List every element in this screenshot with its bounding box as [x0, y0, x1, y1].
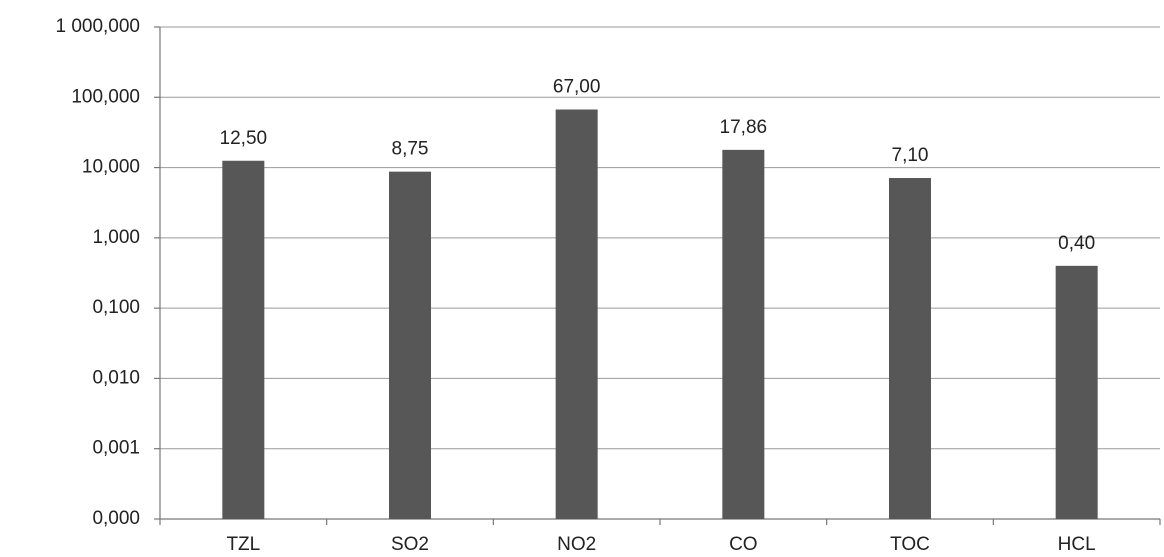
x-tick-label: TZL [226, 534, 260, 555]
y-tick-label: 10,000 [82, 157, 140, 178]
y-tick-label: 0,100 [92, 297, 140, 318]
y-tick-label: 1 000,000 [55, 16, 140, 37]
x-tick-label: HCL [1058, 534, 1096, 555]
bar [555, 109, 598, 520]
data-label: 17,86 [720, 117, 768, 138]
y-tick-label: 100,000 [71, 86, 140, 107]
data-label: 0,40 [1058, 233, 1095, 254]
data-label: 7,10 [892, 145, 929, 166]
y-tick-label: 0,001 [92, 438, 140, 459]
y-tick-label: 1,000 [92, 227, 140, 248]
data-label: 67,00 [553, 77, 601, 98]
data-label: 8,75 [392, 139, 429, 160]
x-tick-label: SO2 [391, 534, 429, 555]
y-tick-label: 0,010 [92, 367, 140, 388]
x-tick-label: TOC [890, 534, 930, 555]
y-tick-label: 0,000 [92, 508, 140, 529]
bar [1055, 265, 1098, 519]
bar [222, 160, 265, 519]
data-label: 12,50 [220, 128, 268, 149]
x-tick-label: NO2 [557, 534, 596, 555]
bar [389, 171, 431, 519]
bar [889, 178, 931, 519]
x-tick-label: CO [729, 534, 758, 555]
bar [722, 149, 765, 519]
